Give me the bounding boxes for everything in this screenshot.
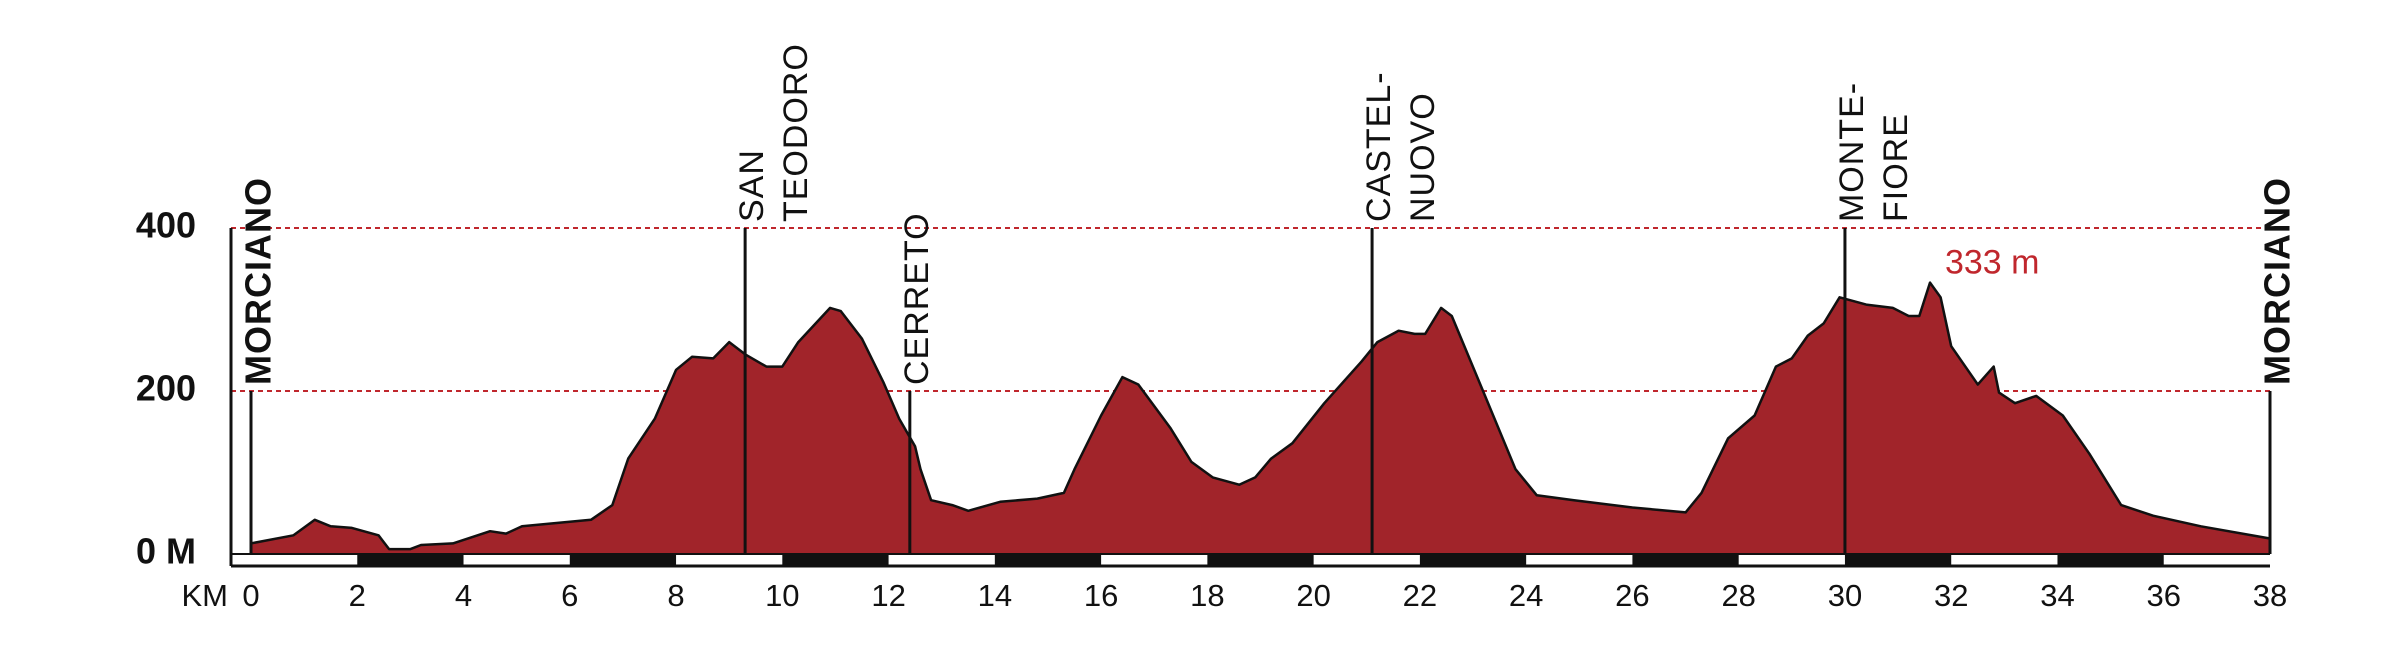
x-tick-label: 24	[1509, 578, 1543, 613]
place-label: MORCIANO	[2257, 177, 2298, 385]
x-axis-label: KM	[182, 578, 229, 613]
place-label: FIORE	[1877, 113, 1915, 222]
x-tick-label: 8	[667, 578, 684, 613]
x-tick-label: 14	[978, 578, 1012, 613]
place-label: TEODORO	[777, 43, 815, 222]
x-tick-label: 26	[1615, 578, 1649, 613]
axis-stripe	[782, 554, 889, 566]
place-label: CERRETO	[898, 212, 936, 385]
place-label: NUOVO	[1404, 92, 1442, 222]
x-tick-label: 32	[1934, 578, 1968, 613]
x-tick-label: 0	[242, 578, 259, 613]
axis-stripe	[1844, 554, 1952, 566]
x-tick-label: 38	[2253, 578, 2287, 613]
axis-stripe	[994, 554, 1102, 566]
axis-stripe	[1207, 554, 1314, 566]
place-label: CASTEL-	[1360, 71, 1398, 222]
axis-stripe	[2057, 554, 2164, 566]
y-tick-label: 400	[136, 205, 196, 246]
y-tick-label: 200	[136, 368, 196, 409]
axis-stripe	[1632, 554, 1739, 566]
place-label: MORCIANO	[238, 177, 279, 385]
x-tick-label: 4	[455, 578, 472, 613]
x-tick-label: 28	[1721, 578, 1755, 613]
x-tick-label: 12	[871, 578, 905, 613]
x-tick-label: 2	[349, 578, 366, 613]
axis-stripe	[569, 554, 677, 566]
x-tick-label: 34	[2040, 578, 2074, 613]
axis-stripe	[357, 554, 464, 566]
x-tick-label: 30	[1828, 578, 1862, 613]
x-tick-label: 18	[1190, 578, 1224, 613]
x-tick-label: 20	[1296, 578, 1330, 613]
x-tick-label: 16	[1084, 578, 1118, 613]
place-label: SAN	[733, 149, 771, 222]
x-tick-label: 6	[561, 578, 578, 613]
x-tick-label: 10	[765, 578, 799, 613]
place-label: MONTE-	[1833, 82, 1871, 222]
x-tick-label: 36	[2146, 578, 2180, 613]
elevation-area	[251, 282, 2270, 554]
axis-stripe	[1419, 554, 1527, 566]
elevation-line	[250, 281, 2271, 551]
peak-annotation: 333 m	[1945, 244, 2040, 282]
x-tick-label: 22	[1403, 578, 1437, 613]
y-tick-label: 0 M	[136, 531, 196, 572]
